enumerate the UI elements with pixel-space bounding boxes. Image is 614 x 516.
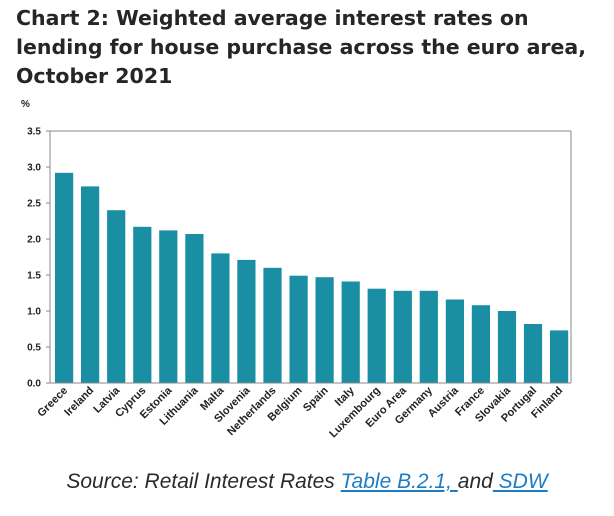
bar-slovakia — [497, 311, 517, 383]
y-tick-label: 3.0 — [27, 163, 41, 174]
bar-ireland — [81, 186, 100, 383]
bar-finland — [550, 330, 569, 383]
bar-estonia — [159, 230, 178, 383]
bar-belgium — [289, 275, 308, 383]
y-tick-label: 1.5 — [27, 271, 41, 282]
bar-slovenia — [237, 259, 256, 383]
x-axis-labels: GreeceIrelandLatviaCyprusEstoniaLithuani… — [35, 384, 565, 440]
y-axis-ticks: 0.0 0.5 1.0 1.5 2.0 2.5 3.0 3.5 — [27, 127, 50, 390]
bar-lithuania — [185, 234, 204, 383]
y-tick-label: 3.5 — [27, 127, 41, 138]
y-axis-unit-label: % — [21, 99, 30, 110]
bar-netherlands — [263, 267, 282, 383]
x-tick-label: Ireland — [62, 385, 96, 419]
bar-chart: % 0.0 0.5 1.0 1.5 2.0 2.5 3.0 3.5 GreeceIreland… — [21, 99, 572, 440]
chart-title: Chart 2: Weighted average interest rates… — [16, 6, 587, 88]
source-note: Source: Retail Interest Rates Table B.2.… — [0, 470, 614, 494]
source-prefix: Source: Retail Interest Rates — [66, 470, 341, 493]
bar-portugal — [523, 324, 543, 383]
bar-italy — [341, 281, 360, 383]
y-tick-label: 1.0 — [27, 307, 41, 318]
y-tick-label: 2.0 — [27, 235, 41, 246]
bar-malta — [211, 253, 230, 383]
y-tick-label: 0.0 — [27, 379, 41, 390]
bar-germany — [419, 290, 438, 383]
x-tick-label: Greece — [35, 385, 70, 420]
y-tick-label: 0.5 — [27, 343, 41, 354]
bar-cyprus — [133, 226, 152, 383]
source-and: and — [457, 470, 493, 493]
x-tick-label: Spain — [301, 384, 331, 414]
y-tick-label: 2.5 — [27, 199, 41, 210]
bar-france — [471, 305, 490, 383]
bar-latvia — [107, 210, 126, 383]
bars — [55, 172, 569, 383]
bar-luxembourg — [367, 288, 386, 383]
table-b21-link[interactable]: Table B.2.1, — [340, 470, 458, 493]
bar-austria — [445, 299, 464, 383]
sdw-link[interactable]: SDW — [492, 470, 548, 493]
bar-euro-area — [393, 290, 412, 383]
bar-greece — [55, 172, 74, 383]
bar-spain — [315, 277, 334, 383]
